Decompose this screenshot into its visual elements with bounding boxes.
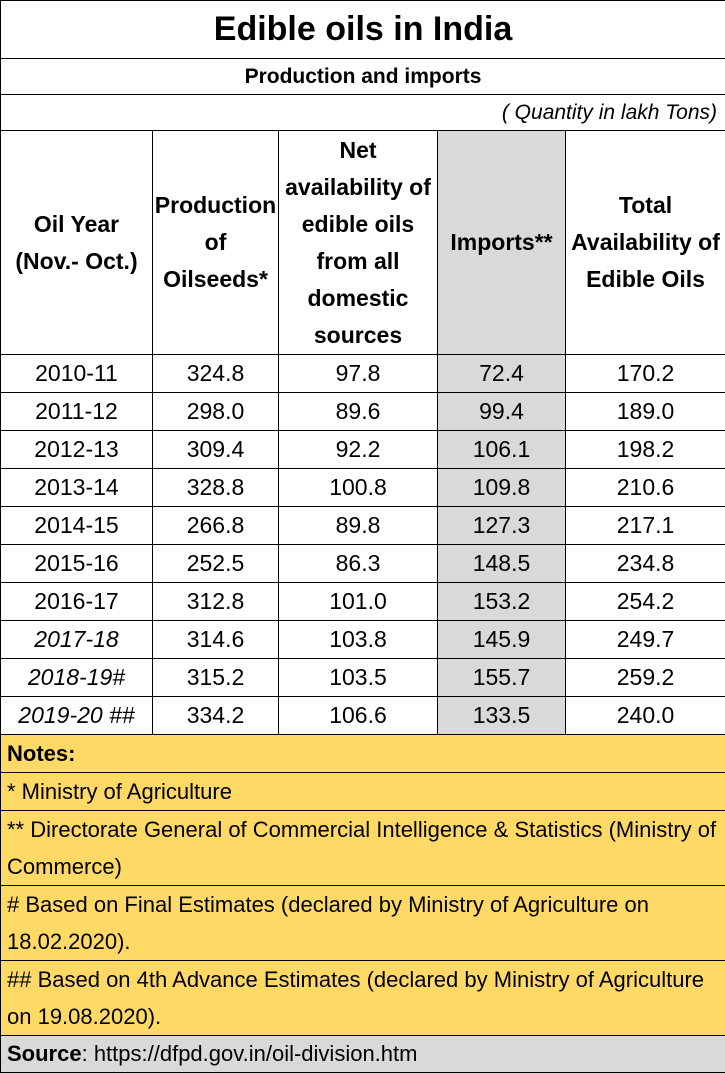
source-url: : https://dfpd.gov.in/oil-division.htm [82,1041,418,1066]
note-final-estimates: # Based on Final Estimates (declared by … [1,886,725,961]
table-cell: 153.2 [438,583,566,621]
table-cell: 89.8 [279,507,438,545]
subtitle-row: Production and imports [1,59,725,95]
table-cell: 100.8 [279,469,438,507]
table-cell: 312.8 [153,583,279,621]
table-cell: 92.2 [279,431,438,469]
note-ministry-agriculture: * Ministry of Agriculture [1,773,725,811]
table-cell: 217.1 [566,507,725,545]
column-header-production: Production of Oilseeds* [153,131,279,355]
table-subtitle: Production and imports [1,59,725,95]
table-cell: 2016-17 [1,583,153,621]
notes-heading: Notes: [1,735,725,773]
table-cell: 2013-14 [1,469,153,507]
table-cell: 2018-19# [1,659,153,697]
column-header-row: Oil Year (Nov.- Oct.) Production of Oils… [1,131,725,355]
table-cell: 99.4 [438,393,566,431]
table-cell: 103.8 [279,621,438,659]
table-cell: 127.3 [438,507,566,545]
title-row: Edible oils in India [1,1,725,59]
source-label: Source [7,1041,82,1066]
table-cell: 101.0 [279,583,438,621]
column-header-net-availability: Net availability of edible oils from all… [279,131,438,355]
column-header-total-availability: Total Availability of Edible Oils [566,131,725,355]
table-cell: 86.3 [279,545,438,583]
table-cell: 148.5 [438,545,566,583]
notes-heading-row: Notes: [1,735,725,773]
column-header-oil-year: Oil Year (Nov.- Oct.) [1,131,153,355]
quantity-row: ( Quantity in lakh Tons) [1,95,725,131]
source-row: Source: https://dfpd.gov.in/oil-division… [1,1036,725,1073]
note-dgcis: ** Directorate General of Commercial Int… [1,811,725,886]
source-citation: Source: https://dfpd.gov.in/oil-division… [1,1036,725,1073]
table-cell: 2012-13 [1,431,153,469]
table-cell: 2010-11 [1,355,153,393]
table-cell: 198.2 [566,431,725,469]
table-cell: 106.6 [279,697,438,735]
table-cell: 254.2 [566,583,725,621]
table-cell: 298.0 [153,393,279,431]
quantity-unit-note: ( Quantity in lakh Tons) [1,95,725,131]
table-cell: 328.8 [153,469,279,507]
table-cell: 109.8 [438,469,566,507]
note-row: ## Based on 4th Advance Estimates (decla… [1,961,725,1036]
table-cell: 314.6 [153,621,279,659]
table-cell: 2011-12 [1,393,153,431]
table-cell: 170.2 [566,355,725,393]
table-cell: 155.7 [438,659,566,697]
table-cell: 97.8 [279,355,438,393]
table-cell: 189.0 [566,393,725,431]
table-cell: 2019-20 ## [1,697,153,735]
table-cell: 106.1 [438,431,566,469]
note-row: ** Directorate General of Commercial Int… [1,811,725,886]
table-cell: 315.2 [153,659,279,697]
note-row: * Ministry of Agriculture [1,773,725,811]
column-header-imports: Imports** [438,131,566,355]
table-cell: 2017-18 [1,621,153,659]
table-cell: 240.0 [566,697,725,735]
table-cell: 266.8 [153,507,279,545]
table-cell: 145.9 [438,621,566,659]
table-cell: 89.6 [279,393,438,431]
table-title: Edible oils in India [1,1,725,59]
table-cell: 2014-15 [1,507,153,545]
note-advance-estimates: ## Based on 4th Advance Estimates (decla… [1,961,725,1036]
table-cell: 210.6 [566,469,725,507]
table-cell: 324.8 [153,355,279,393]
table-cell: 259.2 [566,659,725,697]
table-cell: 72.4 [438,355,566,393]
table-cell: 133.5 [438,697,566,735]
table-cell: 2015-16 [1,545,153,583]
table-cell: 249.7 [566,621,725,659]
table-cell: 334.2 [153,697,279,735]
table-cell: 309.4 [153,431,279,469]
table-cell: 103.5 [279,659,438,697]
table-cell: 252.5 [153,545,279,583]
table-cell: 234.8 [566,545,725,583]
note-row: # Based on Final Estimates (declared by … [1,886,725,961]
